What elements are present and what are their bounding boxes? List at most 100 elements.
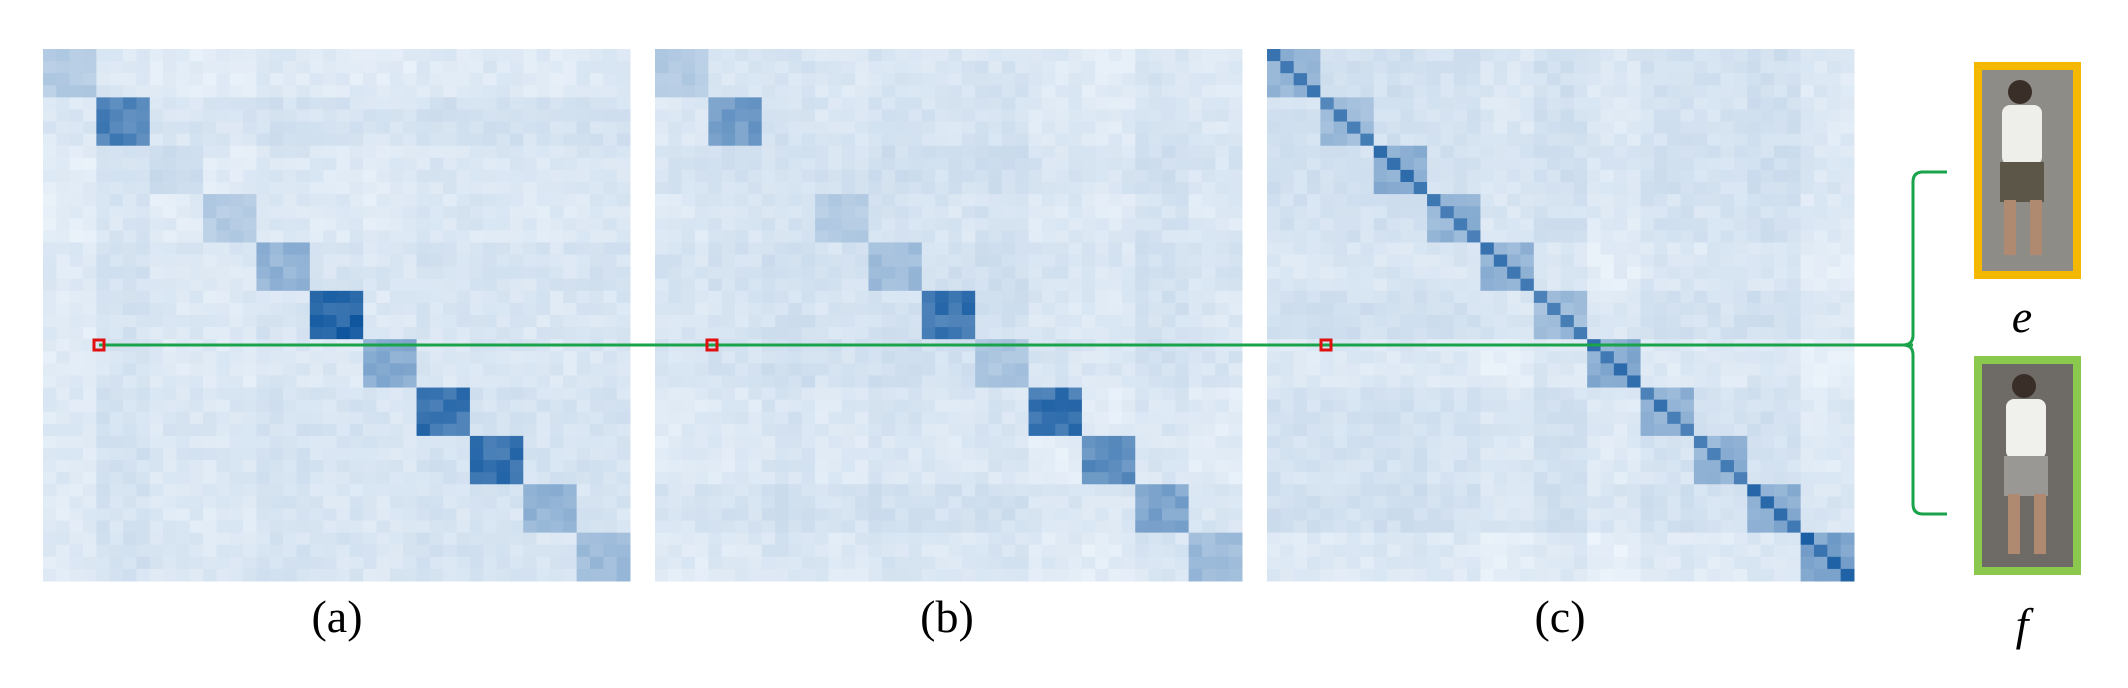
heatmap-cell: [1161, 302, 1176, 316]
heatmap-cell: [855, 61, 869, 74]
heatmap-cell: [216, 218, 231, 231]
heatmap-cell: [456, 532, 471, 546]
heatmap-cell: [269, 109, 284, 123]
heatmap-cell: [1720, 97, 1735, 110]
heatmap-cell: [1201, 508, 1216, 522]
heatmap-cell: [1215, 315, 1230, 328]
heatmap-cell: [123, 508, 137, 522]
heatmap-cell: [1533, 327, 1548, 340]
heatmap-cell: [1760, 290, 1775, 304]
heatmap-cell: [256, 157, 271, 171]
heatmap-cell: [189, 327, 204, 340]
heatmap-cell: [363, 242, 378, 256]
heatmap-cell: [136, 520, 151, 534]
heatmap-cell: [1507, 169, 1521, 183]
heatmap-cell: [681, 61, 696, 74]
heatmap-cell: [881, 61, 896, 74]
heatmap-cell: [1413, 351, 1428, 364]
heatmap-cell: [1068, 435, 1083, 449]
heatmap-cell: [761, 460, 776, 473]
heatmap-cell: [616, 363, 631, 376]
heatmap-cell: [149, 315, 164, 328]
heatmap-cell: [895, 315, 909, 328]
heatmap-cell: [269, 411, 284, 425]
heatmap-cell: [349, 363, 364, 376]
heatmap-cell: [1188, 472, 1203, 485]
heatmap-cell: [1747, 230, 1762, 243]
heatmap-cell: [1293, 290, 1308, 304]
heatmap-cell: [496, 411, 511, 425]
heatmap-cell: [1215, 411, 1230, 425]
heatmap-cell: [56, 508, 71, 522]
heatmap-cell: [536, 85, 551, 98]
heatmap-cell: [123, 375, 137, 389]
heatmap-cell: [761, 315, 776, 328]
heatmap-cell: [549, 109, 564, 123]
heatmap-cell: [69, 448, 84, 461]
heatmap-cell: [975, 97, 990, 110]
heatmap-cell: [1135, 520, 1150, 534]
heatmap-cell: [988, 556, 1003, 570]
heatmap-cell: [1161, 290, 1176, 304]
heatmap-cell: [109, 315, 124, 328]
heatmap-cell: [841, 327, 856, 340]
heatmap-cell: [1055, 448, 1070, 461]
heatmap-cell: [429, 157, 444, 171]
heatmap-cell: [908, 484, 923, 497]
heatmap-cell: [136, 218, 151, 231]
heatmap-cell: [935, 109, 949, 123]
heatmap-cell: [1161, 194, 1176, 207]
heatmap-cell: [855, 254, 869, 268]
heatmap-cell: [1440, 145, 1455, 159]
heatmap-cell: [1055, 496, 1070, 509]
heatmap-cell: [1493, 49, 1508, 62]
heatmap-cell: [868, 194, 883, 207]
heatmap-cell: [1081, 423, 1096, 437]
heatmap-cell: [775, 242, 789, 256]
heatmap-cell: [576, 484, 591, 497]
heatmap-cell: [523, 266, 538, 280]
heatmap-cell: [655, 145, 669, 159]
heatmap-cell: [735, 448, 749, 461]
heatmap-cell: [203, 230, 217, 243]
heatmap-cell: [1320, 254, 1335, 268]
heatmap-cell: [576, 206, 591, 219]
heatmap-cell: [469, 435, 484, 449]
heatmap-cell: [975, 109, 990, 123]
heatmap-cell: [149, 121, 164, 135]
heatmap-cell: [1507, 302, 1521, 316]
heatmap-cell: [523, 472, 538, 485]
heatmap-cell: [1095, 194, 1110, 207]
heatmap-cell: [828, 351, 843, 364]
heatmap-cell: [376, 556, 391, 570]
heatmap-cell: [855, 496, 869, 509]
heatmap-cell: [376, 206, 391, 219]
heatmap-cell: [1215, 194, 1230, 207]
heatmap-cell: [323, 496, 337, 509]
heatmap-cell: [403, 206, 418, 219]
heatmap-cell: [1161, 460, 1176, 473]
heatmap-cell: [1175, 302, 1190, 316]
heatmap-cell: [563, 387, 578, 401]
heatmap-cell: [801, 290, 816, 304]
heatmap-cell: [1560, 351, 1575, 364]
heatmap-cell: [1028, 218, 1043, 231]
heatmap-cell: [935, 169, 949, 183]
heatmap-cell: [1520, 266, 1535, 280]
heatmap-cell: [1480, 218, 1495, 231]
heatmap-cell: [1653, 302, 1668, 316]
heatmap-cell: [975, 423, 990, 437]
heatmap-cell: [323, 375, 337, 389]
heatmap-cell: [1041, 363, 1056, 376]
heatmap-cell: [1148, 145, 1163, 159]
heatmap-cell: [1161, 411, 1176, 425]
heatmap-cell: [216, 448, 231, 461]
heatmap-cell: [895, 266, 909, 280]
heatmap-cell: [1760, 157, 1775, 171]
heatmap-cell: [1627, 169, 1642, 183]
heatmap-cell: [748, 73, 763, 86]
heatmap-cell: [229, 556, 244, 570]
heatmap-cell: [1773, 109, 1788, 123]
heatmap-cell: [136, 399, 151, 413]
heatmap-cell: [389, 182, 404, 195]
